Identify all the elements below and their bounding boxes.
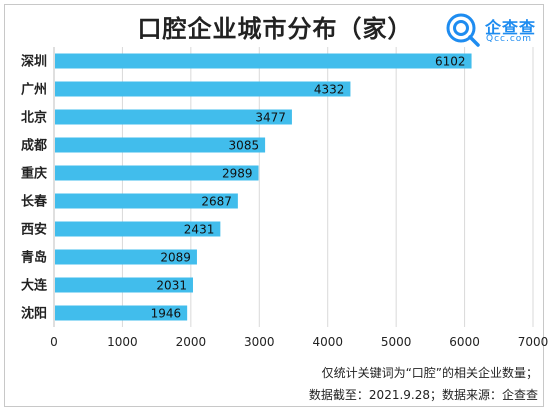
category-label: 深圳 — [21, 54, 47, 70]
data-label: 3477 — [255, 111, 286, 125]
bar — [55, 249, 197, 265]
footnote-scope: 仅统计关键词为“口腔”的相关企业数量； — [321, 366, 538, 380]
category-label: 沈阳 — [21, 306, 47, 322]
footnote-source: 数据截至：2021.9.28；数据来源：企查查 — [308, 388, 538, 402]
logo-domain: Qcc.com — [486, 34, 533, 44]
category-label: 大连 — [21, 278, 48, 294]
bar — [55, 277, 193, 293]
bar — [55, 221, 221, 237]
x-tick-label: 4000 — [312, 335, 343, 349]
bar — [55, 81, 351, 97]
qichacha-logo: 企查查 Qcc.com — [445, 12, 545, 48]
data-label: 2031 — [156, 279, 187, 293]
x-tick-label: 7000 — [518, 335, 549, 349]
data-label: 2431 — [184, 223, 215, 237]
data-label: 2989 — [222, 167, 253, 181]
category-label: 青岛 — [21, 250, 47, 266]
category-label: 长春 — [21, 194, 48, 210]
data-label: 6102 — [435, 55, 466, 69]
logo-name: 企查查 — [485, 18, 537, 37]
x-tick-label: 0 — [50, 335, 58, 349]
category-label: 重庆 — [21, 166, 47, 182]
x-tick-label: 2000 — [176, 335, 207, 349]
x-tick-label: 5000 — [381, 335, 412, 349]
bar — [55, 305, 188, 321]
category-label: 广州 — [21, 82, 47, 98]
x-tick-label: 3000 — [244, 335, 275, 349]
bar — [55, 137, 266, 153]
bar — [55, 109, 292, 125]
x-tick-label: 1000 — [107, 335, 138, 349]
x-tick-label: 6000 — [449, 335, 480, 349]
bar — [55, 193, 238, 209]
data-label: 2687 — [201, 195, 232, 209]
bar — [55, 165, 259, 181]
bar — [55, 53, 472, 69]
chart-frame — [4, 4, 544, 407]
data-label: 4332 — [314, 83, 345, 97]
category-label: 北京 — [21, 110, 47, 126]
category-label: 西安 — [21, 222, 47, 238]
category-label: 成都 — [21, 138, 47, 154]
data-label: 2089 — [160, 251, 191, 265]
chart-title: 口腔企业城市分布（家） — [137, 15, 413, 43]
data-label: 1946 — [151, 307, 182, 321]
magnifier-logo-icon — [446, 13, 480, 47]
data-label: 3085 — [229, 139, 260, 153]
